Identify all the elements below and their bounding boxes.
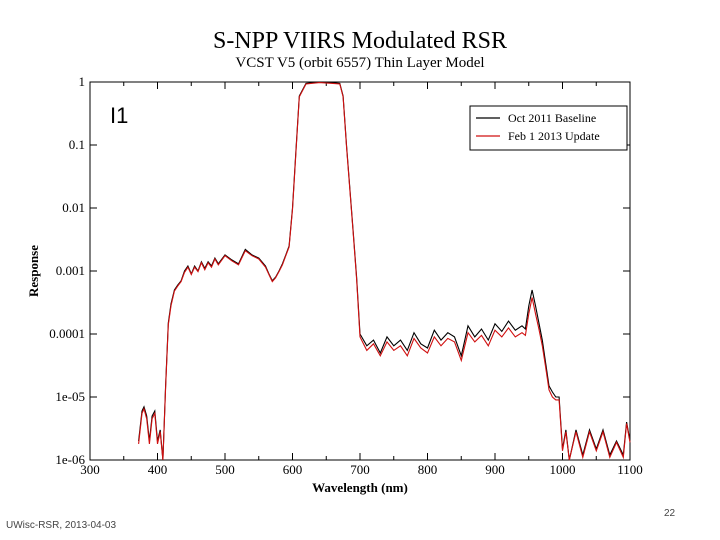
y-tick-label: 1e-06 xyxy=(55,452,85,467)
y-tick-label: 0.1 xyxy=(69,137,85,152)
y-tick-label: 0.01 xyxy=(62,200,85,215)
x-axis-label: Wavelength (nm) xyxy=(312,480,408,495)
legend: Oct 2011 Baseline Feb 1 2013 Update xyxy=(469,105,628,151)
x-tick-label: 600 xyxy=(283,462,303,477)
x-tick-label: 300 xyxy=(80,462,100,477)
series-line-update xyxy=(138,82,631,461)
x-tick-label: 1100 xyxy=(617,462,643,477)
x-tick-label: 900 xyxy=(485,462,505,477)
page-number: 22 xyxy=(664,508,676,519)
x-tick-label: 700 xyxy=(350,462,370,477)
footer-source: UWisc-RSR, 2013-04-03 xyxy=(6,520,117,531)
y-tick-label: 0.0001 xyxy=(49,326,85,341)
legend-box xyxy=(469,105,628,151)
y-axis-label: Response xyxy=(26,245,41,297)
x-tick-label: 400 xyxy=(148,462,168,477)
legend-label-baseline: Oct 2011 Baseline xyxy=(508,111,596,125)
chart-title: S-NPP VIIRS Modulated RSR xyxy=(212,28,508,54)
y-tick-label: 1e-05 xyxy=(55,389,85,404)
y-tick-label: 1 xyxy=(79,74,86,89)
legend-label-update: Feb 1 2013 Update xyxy=(508,129,600,143)
x-tick-label: 500 xyxy=(215,462,235,477)
y-tick-label: 0.001 xyxy=(56,263,85,278)
x-tick-label: 800 xyxy=(418,462,438,477)
band-label: I1 xyxy=(110,103,129,128)
chart-subtitle: VCST V5 (orbit 6557) Thin Layer Model xyxy=(235,55,485,71)
x-tick-label: 1000 xyxy=(550,462,576,477)
